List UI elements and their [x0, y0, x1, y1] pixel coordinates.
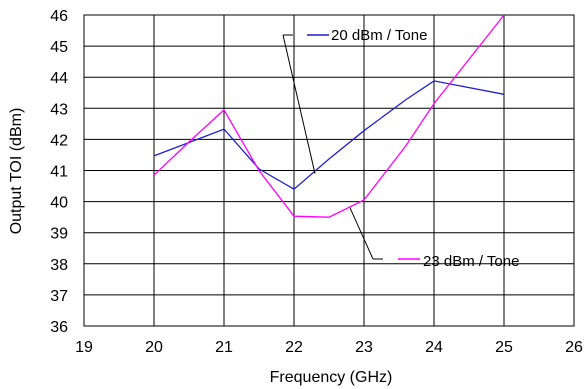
legend-label: 20 dBm / Tone	[331, 27, 427, 44]
y-tick-label: 36	[50, 319, 68, 336]
y-tick-label: 43	[50, 101, 68, 118]
y-tick-label: 40	[50, 195, 68, 212]
series-layer	[153, 14, 505, 218]
y-axis-ticks: 36 37 38 39 40 41 42 43 44 45 46	[50, 8, 68, 336]
x-tick-label: 23	[355, 339, 373, 356]
legend-label: 23 dBm / Tone	[423, 253, 519, 270]
y-tick-label: 42	[50, 132, 68, 149]
x-tick-label: 26	[565, 339, 583, 356]
y-tick-label: 46	[50, 8, 68, 25]
annotation-leader-line	[349, 207, 374, 260]
x-tick-label: 20	[145, 339, 163, 356]
annotation-layer: 20 dBm / Tone 23 dBm / Tone	[282, 27, 519, 270]
x-tick-label: 22	[285, 339, 303, 356]
x-tick-label: 19	[75, 339, 93, 356]
y-tick-label: 38	[50, 257, 68, 274]
x-tick-label: 21	[215, 339, 233, 356]
x-tick-label: 24	[425, 339, 443, 356]
annotation-leader-line	[282, 34, 316, 174]
y-tick-label: 39	[50, 226, 68, 243]
y-tick-label: 45	[50, 39, 68, 56]
y-axis-title: Output TOI (dBm)	[8, 108, 25, 235]
y-tick-label: 44	[50, 70, 68, 87]
series-line-1	[153, 80, 505, 190]
plot-frame	[83, 14, 575, 327]
x-axis-ticks: 19 20 21 22 23 24 25 26	[75, 339, 583, 356]
series-line-2	[153, 14, 505, 218]
x-axis-title: Frequency (GHz)	[270, 369, 393, 386]
y-tick-label: 37	[50, 288, 68, 305]
x-tick-label: 25	[495, 339, 513, 356]
y-tick-label: 41	[50, 164, 68, 181]
